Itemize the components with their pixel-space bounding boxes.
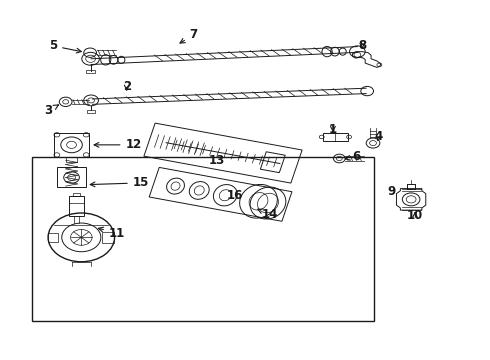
Bar [48,233,58,242]
Text: 7: 7 [180,28,198,43]
Text: 2: 2 [122,80,131,93]
Bar [86,70,96,73]
Text: 16: 16 [227,189,244,202]
Bar [54,133,89,157]
Bar [102,232,114,243]
Text: 3: 3 [45,104,58,117]
Text: 13: 13 [209,154,225,167]
Text: 5: 5 [49,39,81,53]
Text: 14: 14 [258,208,278,221]
Text: 9: 9 [388,185,396,198]
Text: 4: 4 [374,130,383,144]
Bar [57,167,86,187]
Bar [73,193,80,196]
Text: 10: 10 [407,210,423,222]
Text: 11: 11 [98,226,125,239]
Bar [66,157,77,162]
Text: 12: 12 [94,138,142,151]
Text: 1: 1 [329,122,337,136]
Bar [32,157,374,320]
Bar [69,196,84,216]
Text: 8: 8 [358,39,367,52]
Bar [323,133,347,141]
Bar [87,110,96,113]
Text: 15: 15 [90,176,149,189]
Text: 6: 6 [345,150,361,163]
